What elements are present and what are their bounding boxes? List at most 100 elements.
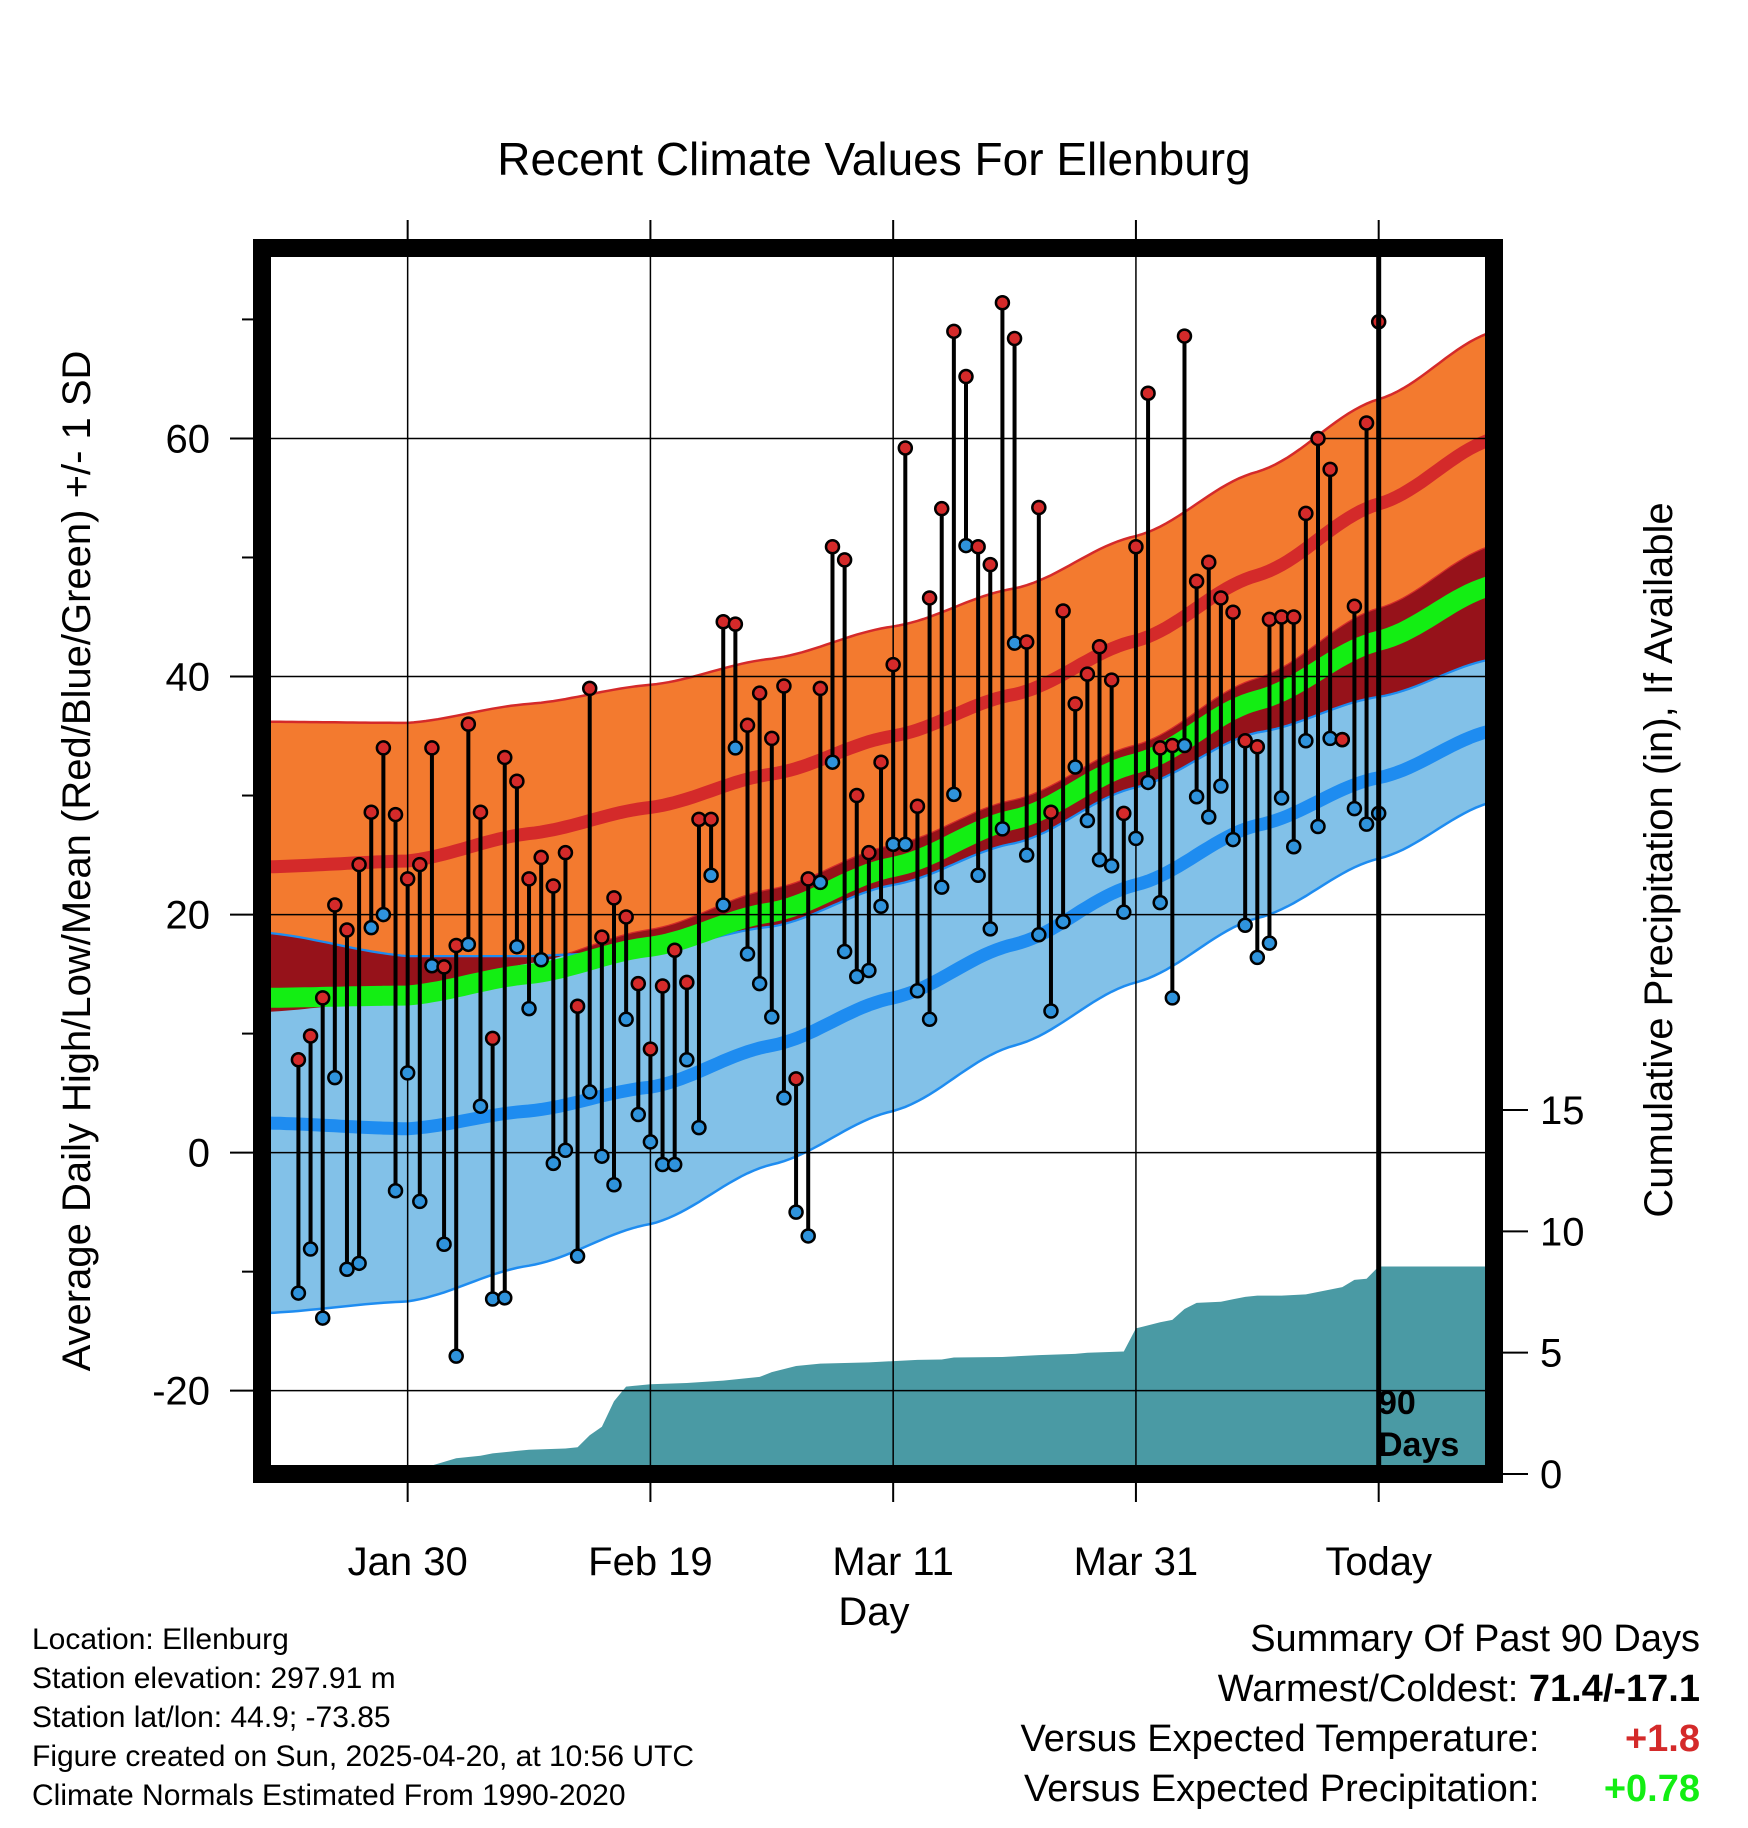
daily-high-point	[654, 978, 671, 994]
warmest-coldest-row: Warmest/Coldest: 71.4/-17.1	[1021, 1664, 1700, 1714]
daily-high-point	[1140, 385, 1156, 401]
today-days-count: 90	[1378, 1384, 1416, 1422]
daily-low-point	[302, 1241, 319, 1257]
elevation-line: Station elevation: 297.91 m	[32, 1662, 396, 1695]
daily-high-point	[861, 844, 877, 861]
y2-tick-label: 5	[1540, 1332, 1562, 1376]
daily-low-point	[1018, 847, 1035, 863]
daily-low-point	[412, 1193, 428, 1210]
daily-high-point	[484, 1030, 501, 1047]
y2-tick-label: 0	[1540, 1453, 1562, 1497]
x-tick-label: Feb 19	[588, 1540, 713, 1584]
daily-low-point	[569, 1248, 586, 1264]
temp-departure-label: Versus Expected Temperature:	[1020, 1718, 1540, 1760]
x-tick-label: Mar 31	[1074, 1540, 1199, 1584]
daily-high-point	[776, 678, 792, 694]
station-info: Location: Ellenburg Station elevation: 2…	[32, 1620, 694, 1815]
daily-low-point	[375, 906, 392, 923]
y2-tick-label: 10	[1540, 1210, 1585, 1254]
daily-low-point	[982, 921, 999, 937]
daily-low-point	[800, 1228, 816, 1244]
daily-low-point	[327, 1069, 343, 1086]
daily-high-point	[788, 1071, 804, 1087]
daily-high-point	[1322, 461, 1338, 478]
daily-high-point	[909, 798, 926, 814]
y-axis-label: Average Daily High/Low/Mean (Red/Blue/Gr…	[55, 351, 99, 1372]
summary-panel: Summary Of Past 90 Days Warmest/Coldest:…	[1021, 1614, 1700, 1814]
temp-departure-row: Versus Expected Temperature: +1.8	[1021, 1714, 1700, 1764]
daily-low-point	[1140, 774, 1156, 791]
daily-high-point	[581, 680, 598, 697]
plot-frame	[253, 239, 1503, 1483]
daily-high-point	[630, 975, 647, 992]
location-line: Location: Ellenburg	[32, 1623, 289, 1656]
daily-high-point	[873, 754, 889, 770]
latlon-line: Station lat/lon: 44.9; -73.85	[32, 1701, 391, 1734]
daily-high-point	[424, 740, 440, 756]
daily-high-point	[1055, 603, 1071, 619]
daily-high-point	[521, 871, 537, 887]
daily-low-point	[933, 879, 950, 895]
daily-high-point	[824, 539, 841, 555]
precip-departure-row: Versus Expected Precipitation: +0.78	[1021, 1764, 1700, 1814]
daily-low-point	[545, 1155, 562, 1172]
daily-high-point	[982, 556, 999, 573]
y-tick-label: 20	[166, 894, 211, 938]
daily-high-point	[327, 897, 343, 913]
daily-low-point	[691, 1119, 707, 1136]
daily-low-point	[849, 968, 865, 985]
daily-low-point	[1031, 927, 1047, 943]
daily-high-point	[594, 929, 610, 945]
daily-low-point	[618, 1011, 634, 1028]
daily-low-point	[509, 938, 525, 955]
daily-high-point	[1346, 598, 1363, 615]
daily-low-point	[497, 1290, 513, 1306]
daily-high-point	[606, 890, 622, 906]
daily-low-point	[1225, 831, 1241, 848]
daily-low-point	[1213, 778, 1229, 794]
daily-low-point	[1188, 788, 1205, 805]
daily-high-point	[557, 844, 574, 861]
daily-low-point	[715, 897, 731, 913]
x-tick-label: Mar 11	[832, 1540, 954, 1584]
daily-high-point	[703, 811, 719, 828]
daily-low-point	[1237, 917, 1253, 934]
plot-area	[262, 248, 1494, 1474]
daily-low-point	[909, 982, 926, 999]
daily-high-point	[351, 856, 367, 873]
summary-heading: Summary Of Past 90 Days	[1250, 1618, 1700, 1660]
daily-high-point	[1201, 554, 1217, 570]
daily-low-point	[751, 975, 768, 992]
daily-low-point	[472, 1098, 489, 1114]
daily-high-point	[1116, 805, 1132, 822]
daily-high-point	[1128, 539, 1144, 555]
daily-low-point	[873, 898, 889, 914]
daily-high-point	[994, 295, 1011, 311]
daily-high-point	[618, 909, 634, 925]
daily-low-point	[557, 1142, 574, 1158]
low-band-edge	[262, 657, 1494, 958]
daily-high-point	[460, 716, 477, 732]
daily-high-point	[472, 804, 489, 820]
daily-high-point	[375, 740, 392, 756]
daily-low-point	[788, 1204, 804, 1220]
warmest-coldest-value: 71.4/-17.1	[1528, 1668, 1700, 1710]
daily-high-point	[812, 680, 829, 697]
daily-low-point	[1261, 935, 1278, 951]
daily-low-point	[812, 874, 829, 891]
daily-low-point	[824, 754, 841, 770]
daily-low-point	[1152, 894, 1168, 911]
today-days-word: Days	[1378, 1426, 1459, 1464]
daily-low-point	[764, 1009, 780, 1025]
daily-high-point	[1006, 330, 1023, 347]
y-tick-label: -20	[152, 1370, 210, 1414]
low-normal-line	[262, 723, 1494, 1136]
daily-low-point	[351, 1255, 367, 1272]
daily-low-point	[970, 867, 986, 884]
daily-high-point	[1298, 505, 1314, 522]
daily-high-point	[715, 614, 731, 630]
daily-high-point	[1249, 738, 1266, 755]
daily-high-point	[533, 849, 549, 866]
x-axis-label: Day	[838, 1590, 909, 1634]
